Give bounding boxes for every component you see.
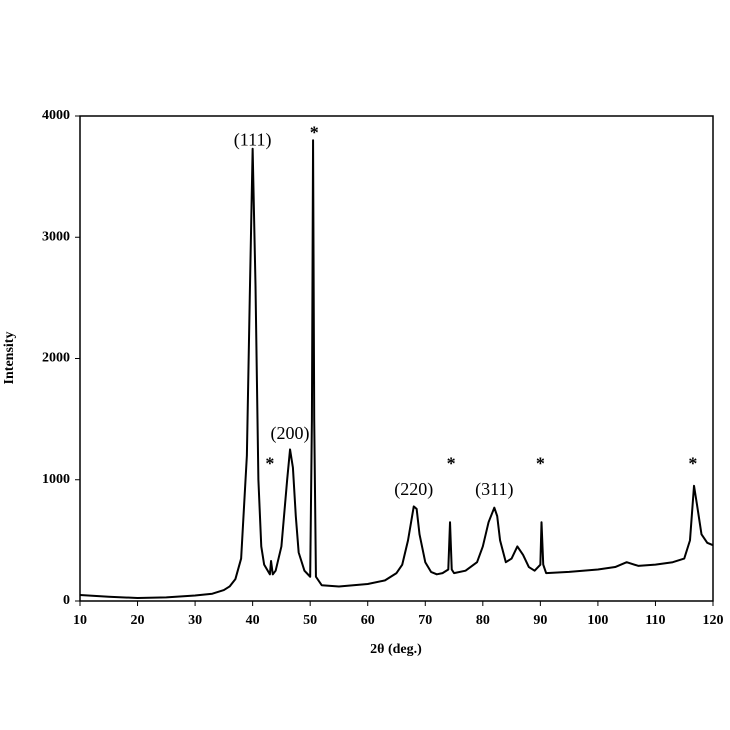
x-tick-label: 60: [361, 613, 375, 628]
y-tick-label: 2000: [42, 351, 70, 366]
annotation: (220): [394, 479, 433, 500]
y-tick-label: 3000: [42, 229, 70, 244]
annotation: (111): [234, 130, 272, 151]
annotation: *: [688, 453, 697, 473]
x-axis-title: 2θ (deg.): [370, 642, 422, 657]
y-axis-title: Intensity: [2, 332, 17, 385]
x-tick-label: 120: [703, 613, 724, 628]
x-tick-label: 40: [246, 613, 260, 628]
x-tick-label: 20: [131, 613, 145, 628]
data-line: [79, 139, 714, 599]
annotation: (200): [271, 423, 310, 444]
annotation: *: [310, 122, 319, 142]
x-tick-label: 50: [303, 613, 317, 628]
annotation: (311): [475, 479, 513, 500]
annotation: *: [536, 453, 545, 473]
y-tick-label: 4000: [42, 108, 70, 123]
y-tick-label: 1000: [42, 472, 70, 487]
x-tick-label: 110: [645, 613, 665, 628]
x-tick-label: 30: [188, 613, 202, 628]
annotation: *: [265, 453, 274, 473]
x-tick-label: 90: [533, 613, 547, 628]
x-tick-label: 100: [587, 613, 608, 628]
x-tick-label: 70: [418, 613, 432, 628]
plot-frame: [79, 115, 714, 602]
x-tick-label: 10: [73, 613, 87, 628]
y-tick-label: 0: [63, 593, 70, 608]
x-tick-label: 80: [476, 613, 490, 628]
annotation: *: [447, 453, 456, 473]
